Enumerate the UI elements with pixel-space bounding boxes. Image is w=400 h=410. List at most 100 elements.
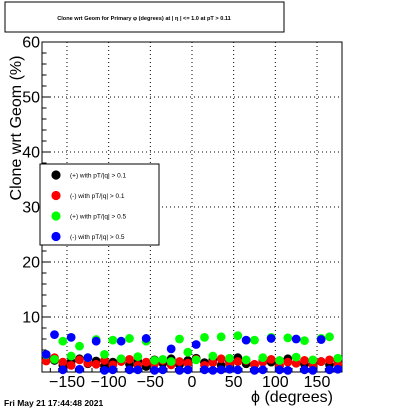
legend-label-0: (+) with pT/|q| > 0.1 xyxy=(70,172,127,179)
point-series-3-17 xyxy=(183,365,193,375)
point-series-3-21 xyxy=(216,365,226,375)
point-series-3-24 xyxy=(241,335,251,345)
y-axis-title: Clone wrt Geom (%) xyxy=(8,56,25,201)
point-series-3-20 xyxy=(208,365,218,375)
point-series-3-12 xyxy=(141,334,151,343)
point-series-3-14 xyxy=(158,365,168,375)
point-series-2-28 xyxy=(275,356,284,365)
point-series-3-11 xyxy=(133,365,143,375)
point-series-3-31 xyxy=(300,365,309,375)
point-series-1-34 xyxy=(325,355,334,365)
point-series-2-22 xyxy=(225,353,234,363)
point-series-2-31 xyxy=(300,336,309,346)
point-series-2-20 xyxy=(208,351,218,361)
point-series-3-4 xyxy=(75,364,84,374)
point-series-3-18 xyxy=(191,340,201,349)
footer-timestamp: Fri May 21 17:44:48 2021 xyxy=(4,398,104,408)
point-series-2-8 xyxy=(108,335,118,345)
point-series-1-21 xyxy=(216,354,226,364)
point-series-2-9 xyxy=(116,354,126,364)
point-series-3-25 xyxy=(250,365,259,375)
legend-label-3: (-) with pT/|q| > 0.5 xyxy=(70,234,125,241)
y-tick-label-2: 20 xyxy=(22,255,40,272)
point-series-1-2 xyxy=(58,357,68,367)
point-series-1-17 xyxy=(183,358,193,368)
point-series-3-6 xyxy=(91,336,101,346)
point-series-2-11 xyxy=(133,352,143,361)
legend-label-1: (-) with pT/|q| > 0.1 xyxy=(70,193,125,200)
point-series-2-19 xyxy=(200,332,209,342)
point-series-1-4 xyxy=(75,355,84,365)
point-series-2-2 xyxy=(58,336,68,346)
point-series-3-23 xyxy=(233,365,243,375)
point-series-3-9 xyxy=(116,336,126,346)
point-series-3-29 xyxy=(283,365,293,375)
point-series-2-29 xyxy=(283,333,293,343)
point-series-1-23 xyxy=(233,357,243,366)
point-series-2-1 xyxy=(50,354,59,364)
point-series-3-16 xyxy=(175,365,184,375)
title-box xyxy=(4,1,285,33)
point-series-3-27 xyxy=(266,334,276,343)
point-series-1-29 xyxy=(283,357,293,367)
point-series-3-32 xyxy=(308,365,318,375)
point-series-3-33 xyxy=(316,335,326,344)
legend-marker-1 xyxy=(51,190,61,201)
point-series-2-10 xyxy=(125,334,134,343)
point-series-1-0 xyxy=(41,356,51,366)
point-series-2-7 xyxy=(100,350,109,359)
x-tick-label-4: 50 xyxy=(225,374,243,391)
point-series-1-31 xyxy=(300,356,309,365)
y-tick-label-5: 50 xyxy=(22,90,40,107)
point-series-2-3 xyxy=(66,351,76,361)
point-series-3-0 xyxy=(41,350,51,359)
y-tick-label-3: 30 xyxy=(22,200,40,217)
point-series-3-7 xyxy=(100,365,109,375)
point-series-3-1 xyxy=(50,330,59,339)
x-tick-label-3: 0 xyxy=(188,374,197,391)
point-series-2-17 xyxy=(183,347,193,357)
point-series-2-15 xyxy=(166,357,176,366)
y-tick-label-1: 10 xyxy=(22,310,40,327)
point-series-3-3 xyxy=(66,332,76,342)
x-tick-label-6: 150 xyxy=(304,374,331,391)
point-series-2-23 xyxy=(233,331,243,341)
point-series-1-33 xyxy=(316,357,326,366)
point-series-3-26 xyxy=(258,365,268,375)
point-series-3-15 xyxy=(166,344,176,354)
point-series-2-16 xyxy=(175,334,184,344)
point-series-1-7 xyxy=(100,356,109,365)
point-series-3-2 xyxy=(58,365,68,375)
x-axis-title: ϕ (degrees) xyxy=(251,389,333,406)
point-series-1-6 xyxy=(91,359,101,369)
point-series-3-22 xyxy=(225,364,234,374)
point-series-3-35 xyxy=(333,364,343,374)
x-tick-label-5: 100 xyxy=(262,374,289,391)
point-series-1-10 xyxy=(125,354,134,364)
point-series-3-5 xyxy=(83,353,93,363)
data-points xyxy=(41,330,343,375)
point-series-2-30 xyxy=(291,352,301,362)
y-tick-label-6: 60 xyxy=(22,35,40,52)
point-series-3-28 xyxy=(275,365,284,375)
x-tick-label-1: −100 xyxy=(91,374,127,391)
point-series-2-14 xyxy=(158,354,168,364)
point-series-1-20 xyxy=(208,358,218,368)
point-series-3-34 xyxy=(325,365,334,375)
point-series-3-30 xyxy=(291,334,301,344)
point-series-2-21 xyxy=(216,332,226,342)
x-tick-label-0: −150 xyxy=(49,374,85,391)
point-series-2-24 xyxy=(241,355,251,365)
point-series-3-19 xyxy=(200,365,209,375)
point-series-1-27 xyxy=(266,354,276,364)
legend-marker-3 xyxy=(51,231,61,242)
point-series-2-35 xyxy=(333,353,343,363)
point-series-1-3 xyxy=(66,361,76,370)
legend-marker-2 xyxy=(51,211,61,221)
point-series-1-12 xyxy=(141,357,151,367)
point-series-2-26 xyxy=(258,353,268,363)
point-series-3-8 xyxy=(108,365,118,375)
point-series-2-34 xyxy=(325,332,334,342)
point-series-1-16 xyxy=(175,357,184,366)
